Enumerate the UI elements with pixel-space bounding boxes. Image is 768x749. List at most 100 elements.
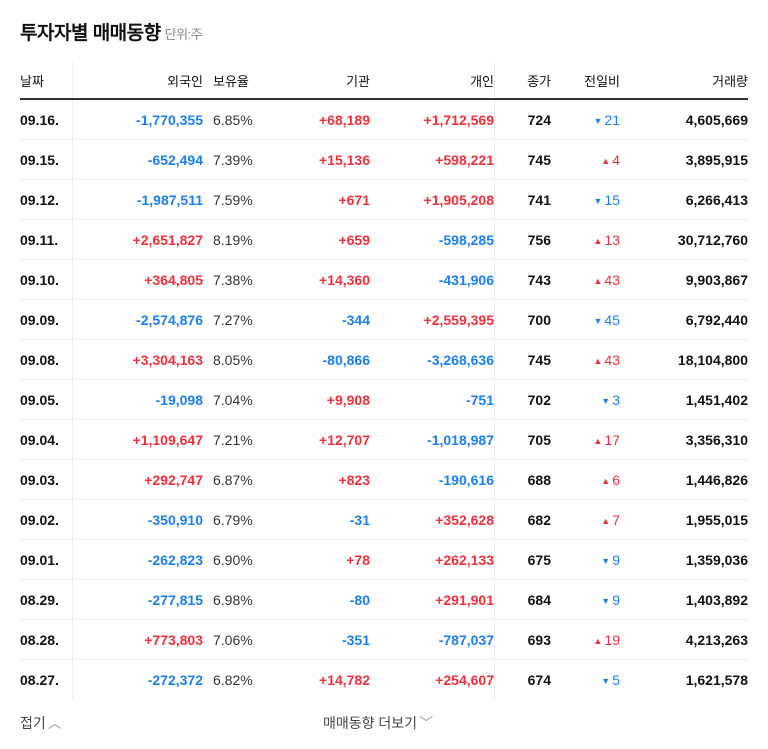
collapse-label: 접기	[20, 715, 46, 731]
institution-cell: +78	[273, 539, 370, 580]
change-cell: ▼ 45	[551, 299, 620, 340]
table-row: 09.11. +2,651,827 8.19% +659 -598,285 75…	[20, 219, 748, 260]
table-row: 08.27. -272,372 6.82% +14,782 +254,607 6…	[20, 659, 748, 699]
change-value: 7	[612, 511, 620, 528]
table-row: 08.28. +773,803 7.06% -351 -787,037 693 …	[20, 619, 748, 660]
change-value: 4	[612, 151, 620, 168]
date-cell: 09.04.	[20, 419, 73, 460]
change-cell: ▼ 3	[551, 379, 620, 420]
individual-cell: +1,712,569	[370, 99, 495, 140]
volume-cell: 18,104,800	[620, 339, 748, 380]
institution-cell: -351	[273, 619, 370, 660]
close-cell: 741	[494, 179, 551, 220]
foreign-cell: +292,747	[72, 459, 203, 500]
table-row: 09.16. -1,770,355 6.85% +68,189 +1,712,5…	[20, 99, 748, 140]
date-cell: 09.02.	[20, 499, 73, 540]
foreign-cell: -262,823	[72, 539, 203, 580]
foreign-cell: -1,770,355	[72, 99, 203, 140]
change-value: 5	[612, 671, 620, 688]
individual-cell: +254,607	[370, 659, 495, 699]
change-value: 43	[604, 351, 620, 368]
change-value: 21	[604, 111, 620, 128]
ratio-cell: 6.79%	[203, 499, 273, 540]
volume-cell: 3,356,310	[620, 419, 748, 460]
volume-cell: 4,213,263	[620, 619, 748, 660]
table-row: 09.10. +364,805 7.38% +14,360 -431,906 7…	[20, 259, 748, 300]
close-cell: 743	[494, 259, 551, 300]
table-row: 09.15. -652,494 7.39% +15,136 +598,221 7…	[20, 139, 748, 180]
more-label: 매매동향 더보기	[323, 715, 418, 731]
foreign-cell: -272,372	[147, 671, 203, 688]
individual-cell: +352,628	[370, 499, 495, 540]
close-cell: 684	[494, 579, 551, 620]
change-cell: ▲ 43	[551, 339, 620, 380]
date-cell: 09.03.	[20, 459, 73, 500]
change-cell: ▼ 21	[551, 99, 620, 140]
ratio-cell: 7.06%	[203, 619, 273, 660]
close-cell: 745	[494, 339, 551, 380]
triangle-up-icon: ▲	[593, 435, 603, 446]
col-institution: 기관	[273, 62, 370, 100]
change-value: 19	[604, 631, 620, 648]
change-value: 6	[612, 471, 620, 488]
institution-cell: +12,707	[273, 419, 370, 460]
volume-cell: 1,446,826	[620, 459, 748, 500]
ratio-cell: 7.39%	[203, 139, 273, 180]
date-cell: 09.05.	[20, 379, 73, 420]
close-cell: 674	[527, 671, 551, 688]
change-cell: ▲ 17	[551, 419, 620, 460]
triangle-up-icon: ▲	[593, 235, 603, 246]
individual-cell: -3,268,636	[370, 339, 495, 380]
change-value: 13	[604, 231, 620, 248]
ratio-cell: 7.38%	[203, 259, 273, 300]
institution-cell: -31	[273, 499, 370, 540]
volume-cell: 3,895,915	[620, 139, 748, 180]
title-text: 투자자별 매매동향	[20, 23, 161, 44]
foreign-cell: +3,304,163	[72, 339, 203, 380]
foreign-cell: -652,494	[72, 139, 203, 180]
close-cell: 705	[494, 419, 551, 460]
foreign-cell: +1,109,647	[72, 419, 203, 460]
collapse-button[interactable]: 접기 ︿	[20, 713, 62, 733]
change-value: 43	[604, 271, 620, 288]
change-cell: ▼ 9	[551, 539, 620, 580]
table-row: 09.12. -1,987,511 7.59% +671 +1,905,208 …	[20, 179, 748, 220]
institution-cell: +68,189	[273, 99, 370, 140]
triangle-up-icon: ▲	[593, 635, 603, 646]
change-value: 3	[612, 391, 620, 408]
close-cell: 756	[494, 219, 551, 260]
institution-cell: +823	[273, 459, 370, 500]
ratio-cell: 6.87%	[203, 459, 273, 500]
individual-cell: +291,901	[370, 579, 495, 620]
chevron-up-icon: ︿	[47, 715, 62, 731]
individual-cell: +598,221	[370, 139, 495, 180]
volume-cell: 4,605,669	[620, 99, 748, 140]
change-cell: ▲ 13	[551, 219, 620, 260]
institution-cell: +671	[273, 179, 370, 220]
individual-cell: +262,133	[370, 539, 495, 580]
triangle-down-icon: ▼	[593, 315, 603, 326]
col-close: 종가	[494, 62, 551, 100]
col-date: 날짜	[20, 62, 73, 100]
date-cell: 08.27.	[20, 659, 73, 699]
date-cell: 08.29.	[20, 579, 73, 620]
change-cell: ▼ 9	[551, 579, 620, 620]
close-cell: 745	[494, 139, 551, 180]
col-ratio: 보유율	[203, 62, 273, 100]
foreign-cell: +2,651,827	[72, 219, 203, 260]
volume-cell: 6,266,413	[620, 179, 748, 220]
institution-cell: +9,908	[273, 379, 370, 420]
change-value: 15	[604, 191, 620, 208]
change-value: 17	[604, 431, 620, 448]
triangle-down-icon: ▼	[593, 115, 603, 126]
triangle-up-icon: ▲	[593, 355, 603, 366]
institution-cell: +659	[273, 219, 370, 260]
chevron-down-icon: ﹀	[419, 715, 434, 731]
individual-cell: -787,037	[370, 619, 495, 660]
ratio-cell: 7.27%	[203, 299, 273, 340]
foreign-cell: +364,805	[72, 259, 203, 300]
volume-cell: 1,955,015	[620, 499, 748, 540]
date-cell: 09.11.	[20, 219, 73, 260]
more-trades-button[interactable]: 매매동향 더보기 ﹀	[323, 713, 433, 733]
close-cell: 702	[494, 379, 551, 420]
